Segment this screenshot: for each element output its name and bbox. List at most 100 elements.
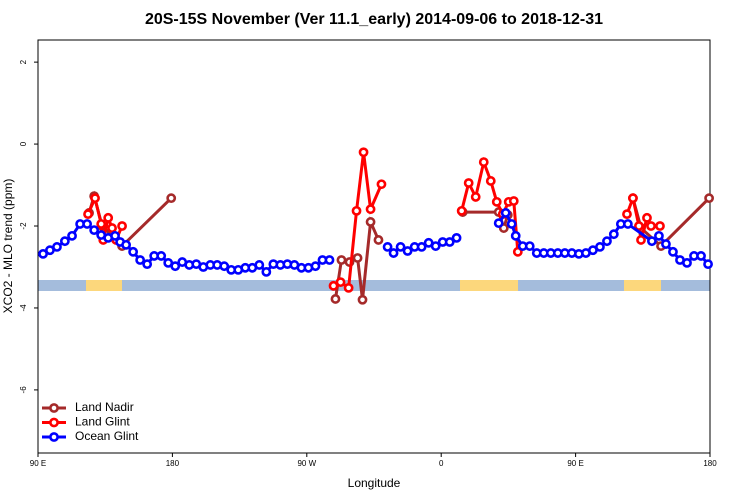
point bbox=[622, 219, 633, 229]
point bbox=[335, 277, 346, 288]
point bbox=[682, 257, 692, 268]
point bbox=[83, 209, 93, 220]
legend-marker bbox=[49, 417, 59, 428]
point bbox=[336, 255, 347, 265]
point bbox=[654, 230, 664, 241]
x-tick-label: 90 E bbox=[567, 459, 583, 468]
y-tick-label: -4 bbox=[19, 304, 28, 312]
point bbox=[642, 212, 652, 223]
point bbox=[704, 193, 715, 204]
point bbox=[110, 230, 120, 241]
point bbox=[510, 230, 521, 241]
point bbox=[628, 193, 638, 204]
point bbox=[478, 157, 489, 167]
point bbox=[485, 176, 496, 186]
point bbox=[608, 229, 619, 240]
y-tick-label: 0 bbox=[19, 141, 28, 146]
x-tick-label: 90 E bbox=[30, 459, 46, 468]
point bbox=[219, 261, 230, 272]
point bbox=[655, 221, 665, 231]
point bbox=[373, 235, 384, 245]
point bbox=[324, 255, 335, 265]
point bbox=[128, 246, 139, 257]
point bbox=[358, 147, 369, 158]
point bbox=[330, 294, 341, 304]
point bbox=[310, 261, 321, 272]
point bbox=[156, 251, 167, 261]
legend-label: Land Nadir bbox=[75, 400, 134, 414]
point bbox=[135, 255, 146, 265]
x-tick-label: 90 W bbox=[297, 459, 316, 468]
y-axis-label: XCO2 - MLO trend (ppm) bbox=[1, 179, 15, 314]
point bbox=[365, 204, 376, 215]
point bbox=[622, 209, 632, 220]
point bbox=[444, 237, 455, 247]
point bbox=[491, 196, 502, 207]
point bbox=[170, 261, 181, 272]
point bbox=[661, 239, 671, 249]
point bbox=[351, 205, 362, 216]
point bbox=[142, 259, 153, 270]
point bbox=[261, 267, 272, 277]
point bbox=[524, 241, 535, 251]
chart-title: 20S-15S November (Ver 11.1_early) 2014-0… bbox=[145, 11, 603, 28]
point bbox=[463, 178, 474, 188]
point bbox=[634, 221, 644, 231]
x-tick-label: 180 bbox=[703, 459, 717, 468]
point bbox=[451, 232, 462, 243]
point bbox=[38, 248, 48, 259]
plot-frame bbox=[37, 39, 711, 454]
point bbox=[602, 236, 612, 247]
point bbox=[512, 246, 523, 257]
point bbox=[166, 193, 177, 204]
point bbox=[402, 246, 413, 256]
surface-band bbox=[38, 280, 710, 291]
point bbox=[416, 242, 427, 252]
point bbox=[343, 282, 354, 293]
point bbox=[352, 253, 363, 263]
y-tick-label: -2 bbox=[19, 222, 28, 230]
point bbox=[82, 219, 93, 229]
point bbox=[52, 242, 62, 252]
point bbox=[456, 205, 467, 216]
y-tick-label: -6 bbox=[19, 386, 28, 394]
point bbox=[96, 219, 107, 229]
point bbox=[365, 217, 376, 227]
point bbox=[493, 218, 504, 229]
point bbox=[67, 230, 77, 241]
point bbox=[508, 196, 519, 206]
x-tick-label: 0 bbox=[439, 459, 444, 468]
point bbox=[696, 251, 706, 261]
point bbox=[430, 241, 441, 251]
point bbox=[117, 221, 127, 231]
point bbox=[121, 239, 132, 250]
point bbox=[388, 248, 399, 258]
point bbox=[668, 246, 678, 257]
legend-marker bbox=[49, 403, 59, 413]
legend-marker bbox=[49, 432, 59, 442]
point bbox=[646, 221, 656, 231]
point bbox=[636, 235, 646, 245]
point bbox=[328, 280, 339, 291]
point bbox=[595, 242, 605, 252]
point bbox=[647, 236, 657, 247]
point bbox=[376, 179, 387, 190]
point bbox=[470, 192, 481, 202]
point bbox=[103, 212, 114, 223]
point bbox=[357, 294, 368, 305]
x-tick-label: 180 bbox=[166, 459, 180, 468]
point bbox=[500, 208, 511, 218]
point bbox=[506, 219, 517, 229]
point bbox=[703, 259, 713, 270]
point bbox=[59, 236, 70, 247]
point bbox=[382, 242, 393, 252]
y-tick-label: 2 bbox=[19, 59, 28, 64]
point bbox=[90, 193, 100, 204]
point bbox=[89, 225, 100, 236]
point bbox=[395, 242, 406, 252]
legend-label: Land Glint bbox=[75, 415, 130, 429]
point bbox=[254, 260, 265, 270]
x-axis-label: Longitude bbox=[348, 476, 401, 490]
legend-label: Ocean Glint bbox=[75, 429, 139, 443]
